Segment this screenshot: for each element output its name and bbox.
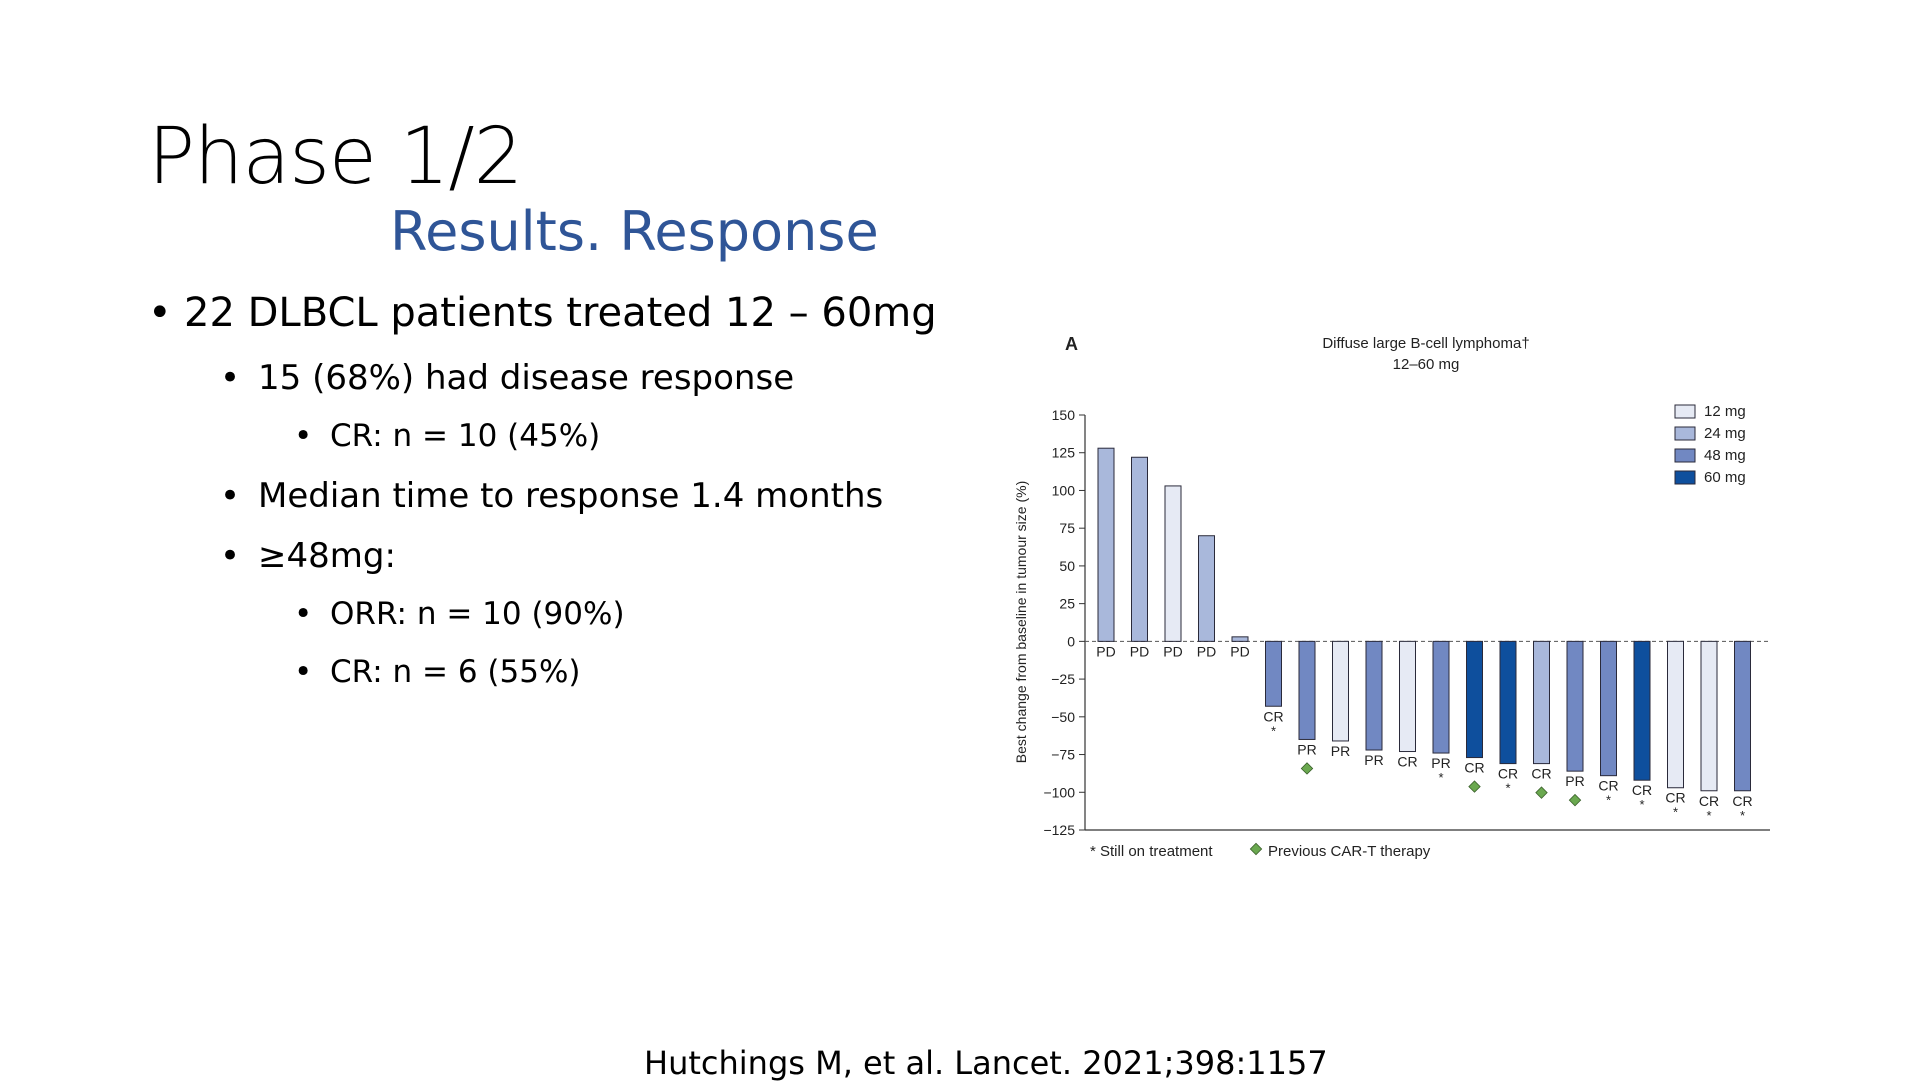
bar <box>1566 640 1584 772</box>
bar <box>1499 640 1517 765</box>
still-on-treatment-marker: * <box>1740 808 1745 823</box>
bar <box>1533 640 1550 765</box>
chart-title: Diffuse large B-cell lymphoma† <box>1322 335 1529 352</box>
bar <box>1734 640 1751 792</box>
still-on-treatment-note: * Still on treatment <box>1090 843 1213 860</box>
bar-response-label: CR <box>1598 778 1618 794</box>
bar-response-label: PD <box>1163 643 1182 659</box>
y-axis-label: Best change from baseline in tumour size… <box>1013 481 1029 763</box>
bar-response-label: CR <box>1464 760 1484 776</box>
y-tick-label: −125 <box>1043 822 1075 838</box>
bar-response-label: PR <box>1364 752 1383 768</box>
bar <box>1265 640 1282 707</box>
bullet-orr-high-dose: ORR: n = 10 (90%) <box>148 596 937 632</box>
car-t-diamond-icon <box>1300 762 1314 775</box>
bar <box>1198 535 1215 642</box>
slide-subtitle: Results. Response <box>390 200 879 263</box>
bullet-cr-high-dose: CR: n = 6 (55%) <box>148 654 937 690</box>
legend-label: 12 mg <box>1704 403 1746 420</box>
chart-footnote: * Still on treatment Previous CAR-T ther… <box>1090 842 1431 860</box>
bar-response-label: PD <box>1230 643 1249 659</box>
bullet-cr-overall: CR: n = 10 (45%) <box>148 418 937 454</box>
chart-legend: 12 mg 24 mg 48 mg 60 mg <box>1674 403 1746 486</box>
bar-response-label: CR <box>1531 766 1551 782</box>
car-t-diamond-icon <box>1249 842 1263 856</box>
bar-response-label: CR <box>1263 708 1283 724</box>
car-t-note: Previous CAR-T therapy <box>1268 843 1431 860</box>
legend-swatch <box>1674 448 1696 463</box>
chart-subtitle: 12–60 mg <box>1393 356 1460 373</box>
bar <box>1600 640 1617 777</box>
chart-panel-label: A <box>1065 334 1078 354</box>
legend-swatch <box>1674 404 1696 419</box>
bar-response-label: CR <box>1699 793 1719 809</box>
y-tick-label: −100 <box>1043 784 1075 800</box>
bar-response-label: PR <box>1565 773 1584 789</box>
y-tick-label: 25 <box>1059 596 1075 612</box>
bar-response-label: PD <box>1096 643 1115 659</box>
bullet-patients-treated: 22 DLBCL patients treated 12 – 60mg <box>148 290 937 336</box>
waterfall-chart: A Diffuse large B-cell lymphoma† 12–60 m… <box>1013 334 1770 860</box>
y-tick-label: 0 <box>1067 633 1075 649</box>
bar-response-label: CR <box>1632 782 1652 798</box>
bullet-high-dose: ≥48mg: <box>148 536 937 576</box>
bullet-disease-response: 15 (68%) had disease response <box>148 358 937 398</box>
legend-swatch <box>1674 470 1696 485</box>
bullet-median-time: Median time to response 1.4 months <box>148 476 937 516</box>
bullet-list: 22 DLBCL patients treated 12 – 60mg 15 (… <box>148 290 937 712</box>
bar-response-label: PD <box>1130 643 1149 659</box>
bar <box>1466 640 1483 759</box>
citation: Hutchings M, et al. Lancet. 2021;398:115… <box>644 1044 1328 1082</box>
bar-response-label: CR <box>1665 790 1685 806</box>
still-on-treatment-marker: * <box>1271 723 1276 738</box>
bar <box>1633 640 1651 781</box>
legend-label: 24 mg <box>1704 425 1746 442</box>
bar <box>1332 640 1349 742</box>
bar <box>1667 640 1684 789</box>
y-tick-label: 75 <box>1059 520 1075 536</box>
still-on-treatment-marker: * <box>1706 808 1711 823</box>
legend-label: 48 mg <box>1704 447 1746 464</box>
y-axis: 150 125 100 75 50 25 0 −25 −50 −75 −100 −125 <box>1043 407 1770 838</box>
bar <box>1399 640 1416 753</box>
legend-swatch <box>1674 426 1696 441</box>
bar <box>1231 636 1249 642</box>
car-t-diamond-icon <box>1468 780 1481 793</box>
bar-response-label: PR <box>1431 755 1450 771</box>
bar <box>1097 447 1115 642</box>
bar <box>1298 640 1316 740</box>
y-tick-label: 125 <box>1052 445 1076 461</box>
bar-response-label: PR <box>1331 743 1350 759</box>
bar <box>1164 485 1182 642</box>
y-tick-label: 100 <box>1052 482 1076 498</box>
car-t-diamond-icon <box>1535 786 1548 799</box>
bar <box>1432 640 1450 754</box>
y-tick-label: −25 <box>1051 671 1075 687</box>
bar <box>1131 456 1148 642</box>
bar <box>1700 640 1718 792</box>
bar-response-label: CR <box>1397 754 1417 770</box>
y-tick-label: −50 <box>1051 709 1075 725</box>
still-on-treatment-marker: * <box>1673 805 1678 820</box>
bar-response-label: PR <box>1297 741 1316 757</box>
slide-title: Phase 1/2 <box>148 112 523 202</box>
car-t-diamond-icon <box>1568 793 1582 807</box>
still-on-treatment-marker: * <box>1505 781 1510 796</box>
still-on-treatment-marker: * <box>1639 797 1644 812</box>
still-on-treatment-marker: * <box>1438 770 1443 785</box>
y-tick-label: 50 <box>1059 558 1075 574</box>
bar <box>1365 640 1383 751</box>
y-tick-label: −75 <box>1051 747 1075 763</box>
bar-response-label: PD <box>1197 643 1216 659</box>
still-on-treatment-marker: * <box>1606 793 1611 808</box>
bar-response-label: CR <box>1732 793 1752 809</box>
legend-label: 60 mg <box>1704 469 1746 486</box>
bar-response-label: CR <box>1498 766 1518 782</box>
y-tick-label: 150 <box>1052 407 1076 423</box>
